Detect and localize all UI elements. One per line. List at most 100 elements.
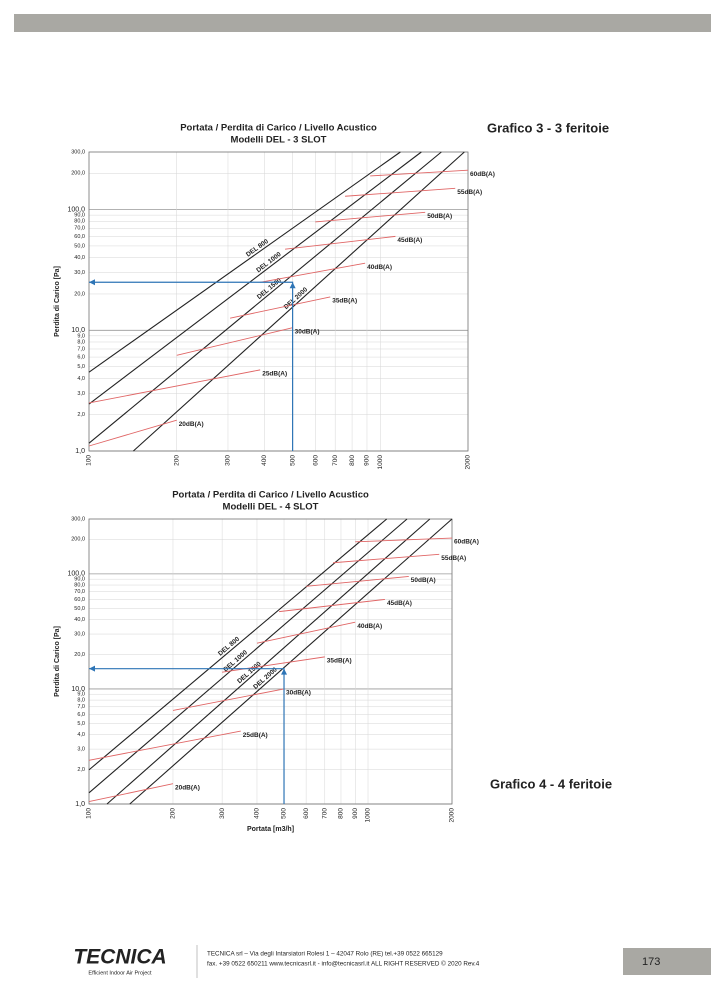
y-tick-label: 90,0 (74, 213, 85, 219)
chart-subtitle: Modelli DEL - 4 SLOT (223, 502, 319, 513)
series-label: 50dB(A) (411, 577, 436, 584)
series-line (176, 327, 293, 356)
chart-subtitle: Modelli DEL - 3 SLOT (231, 135, 327, 146)
x-tick-label: 2000 (465, 455, 472, 470)
y-tick-label: 70,0 (74, 589, 85, 595)
series-line (88, 783, 174, 803)
x-tick-label: 600 (303, 808, 310, 819)
series-line (106, 518, 431, 805)
y-tick-label: 70,0 (74, 226, 85, 232)
series-line (333, 553, 440, 564)
series-line (370, 169, 469, 177)
guide-line (89, 668, 285, 804)
y-tick-label: 8,0 (77, 339, 85, 345)
chart-title: Portata / Perdita di Carico / Livello Ac… (172, 490, 369, 501)
y-tick-label: 300,0 (71, 149, 85, 155)
series-label: DEL 800 (245, 238, 270, 259)
footer-contacts: fax. +39 0522 650211 www.tecnicasrl.it -… (207, 960, 480, 968)
series-label: 55dB(A) (457, 189, 482, 196)
series-label: 40dB(A) (367, 264, 392, 271)
x-tick-label: 900 (352, 808, 359, 819)
series-line (345, 187, 456, 197)
y-tick-label: 2,0 (77, 412, 85, 418)
series-line (88, 730, 241, 761)
guide-arrow (89, 279, 95, 286)
series-line (256, 621, 356, 644)
x-tick-label: 200 (173, 455, 180, 466)
series-line (260, 262, 366, 283)
y-tick-label: 7,0 (77, 704, 85, 710)
x-axis-label: Portata [m3/h] (247, 826, 294, 833)
y-tick-label: 30,0 (74, 632, 85, 638)
plot-frame (88, 151, 469, 452)
page-box (623, 948, 711, 975)
y-tick-label: 5,0 (77, 721, 85, 727)
y-tick-label: 3,0 (77, 391, 85, 397)
page-number: 173 (642, 956, 660, 968)
y-tick-label: 80,0 (74, 219, 85, 225)
y-tick-label: 40,0 (74, 617, 85, 623)
series-label: 20dB(A) (179, 421, 204, 428)
series-label: 60dB(A) (454, 539, 479, 546)
series-label: 45dB(A) (387, 600, 412, 607)
x-tick-label: 1000 (377, 455, 384, 470)
series-label: 35dB(A) (327, 658, 352, 665)
y-tick-label: 80,0 (74, 582, 85, 588)
y-tick-label: 2,0 (77, 767, 85, 773)
series-label: 50dB(A) (427, 213, 452, 220)
y-tick-label: 8,0 (77, 698, 85, 704)
series-label: 30dB(A) (295, 328, 320, 335)
y-tick-label: 200,0 (71, 171, 85, 177)
series-label: 60dB(A) (470, 171, 495, 178)
x-tick-label: 300 (225, 455, 232, 466)
y-axis-label: Perdita di Carico [Pa] (54, 266, 61, 337)
y-tick-label: 3,0 (77, 747, 85, 753)
guide-arrow (289, 282, 296, 289)
y-axis-label: Perdita di Carico [Pa] (54, 626, 61, 697)
x-tick-label: 700 (332, 455, 339, 466)
y-tick-label: 60,0 (74, 597, 85, 603)
y-tick-label: 40,0 (74, 255, 85, 261)
series-line (279, 598, 385, 613)
x-tick-label: 400 (261, 455, 268, 466)
series-line (88, 151, 442, 444)
y-tick-label: 50,0 (74, 606, 85, 612)
y-tick-label: 4,0 (77, 732, 85, 738)
x-tick-label: 600 (312, 455, 319, 466)
tagline: Efficient Indoor Air Project (88, 970, 152, 976)
y-tick-label: 60,0 (74, 234, 85, 240)
series-label: 40dB(A) (357, 623, 382, 630)
y-tick-label: 100,0 (67, 571, 85, 578)
guide-line (89, 281, 294, 451)
series-line (172, 688, 285, 711)
footer-address: TECNICA srl – Via degli Intarsiatori Rol… (207, 951, 443, 958)
y-tick-label: 100,0 (67, 206, 85, 213)
x-tick-label: 800 (338, 808, 345, 819)
series-line (88, 419, 177, 447)
y-tick-label: 20,0 (74, 652, 85, 658)
guide-arrow (281, 668, 288, 675)
caption: Grafico 3 - 3 feritoie (487, 120, 609, 135)
guide-arrow (89, 665, 95, 672)
x-tick-label: 800 (349, 455, 356, 466)
y-tick-label: 6,0 (77, 712, 85, 718)
x-tick-label: 900 (364, 455, 371, 466)
caption: Grafico 4 - 4 feritoie (490, 776, 612, 791)
x-tick-label: 1000 (365, 808, 372, 823)
x-tick-label: 500 (289, 455, 296, 466)
x-tick-label: 2000 (449, 808, 456, 823)
series-label: DEL 2000 (283, 286, 310, 311)
series-line (88, 151, 422, 405)
x-tick-label: 700 (322, 808, 329, 819)
series-line (88, 518, 408, 794)
series-line (355, 537, 453, 543)
series-label: 20dB(A) (175, 784, 200, 791)
x-tick-label: 100 (86, 808, 93, 819)
y-tick-label: 30,0 (74, 270, 85, 276)
y-tick-label: 9,0 (77, 333, 85, 339)
series-label: 25dB(A) (262, 371, 287, 378)
series-line (88, 518, 388, 771)
y-tick-label: 1,0 (75, 801, 85, 808)
series-line (222, 656, 325, 673)
